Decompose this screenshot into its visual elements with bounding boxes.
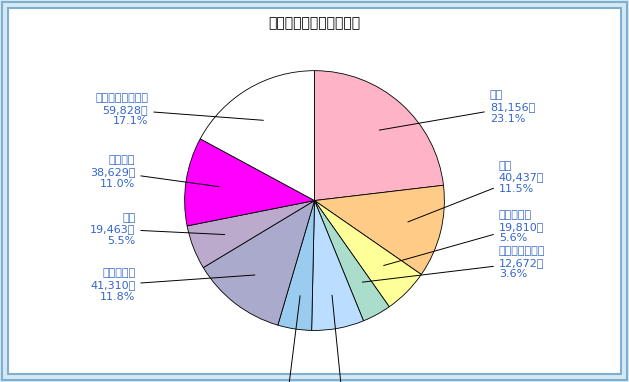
Text: 家具・家事用品
12,672円
3.6%: 家具・家事用品 12,672円 3.6% [362,246,545,282]
Text: 交通・通信
41,310円
11.8%: 交通・通信 41,310円 11.8% [90,269,255,301]
Text: 光熱・水道
19,810円
5.6%: 光熱・水道 19,810円 5.6% [384,210,544,265]
Wedge shape [200,71,314,201]
Text: 被服及び履物
22,736円
6.5%: 被服及び履物 22,736円 6.5% [320,295,366,382]
Text: 教育
19,463円
5.5%: 教育 19,463円 5.5% [90,212,225,246]
Text: 食料
81,156円
23.1%: 食料 81,156円 23.1% [379,91,535,130]
Text: 保健医療
14,689円
4.2%: 保健医療 14,689円 4.2% [263,296,309,382]
Text: 住居
40,437円
11.5%: 住居 40,437円 11.5% [408,160,545,222]
Wedge shape [278,201,314,330]
Wedge shape [187,201,314,268]
Text: 教養娯楽
38,629円
11.0%: 教養娯楽 38,629円 11.0% [90,155,220,189]
Text: その他の消費支出
59,828円
17.1%: その他の消費支出 59,828円 17.1% [95,93,264,126]
Wedge shape [314,185,444,274]
Wedge shape [314,201,389,321]
Wedge shape [203,201,314,325]
Title: 消費支出の費目別構成比: 消費支出の費目別構成比 [269,16,360,30]
Wedge shape [185,139,314,226]
Wedge shape [311,201,364,330]
Wedge shape [314,71,443,201]
Wedge shape [314,201,421,307]
